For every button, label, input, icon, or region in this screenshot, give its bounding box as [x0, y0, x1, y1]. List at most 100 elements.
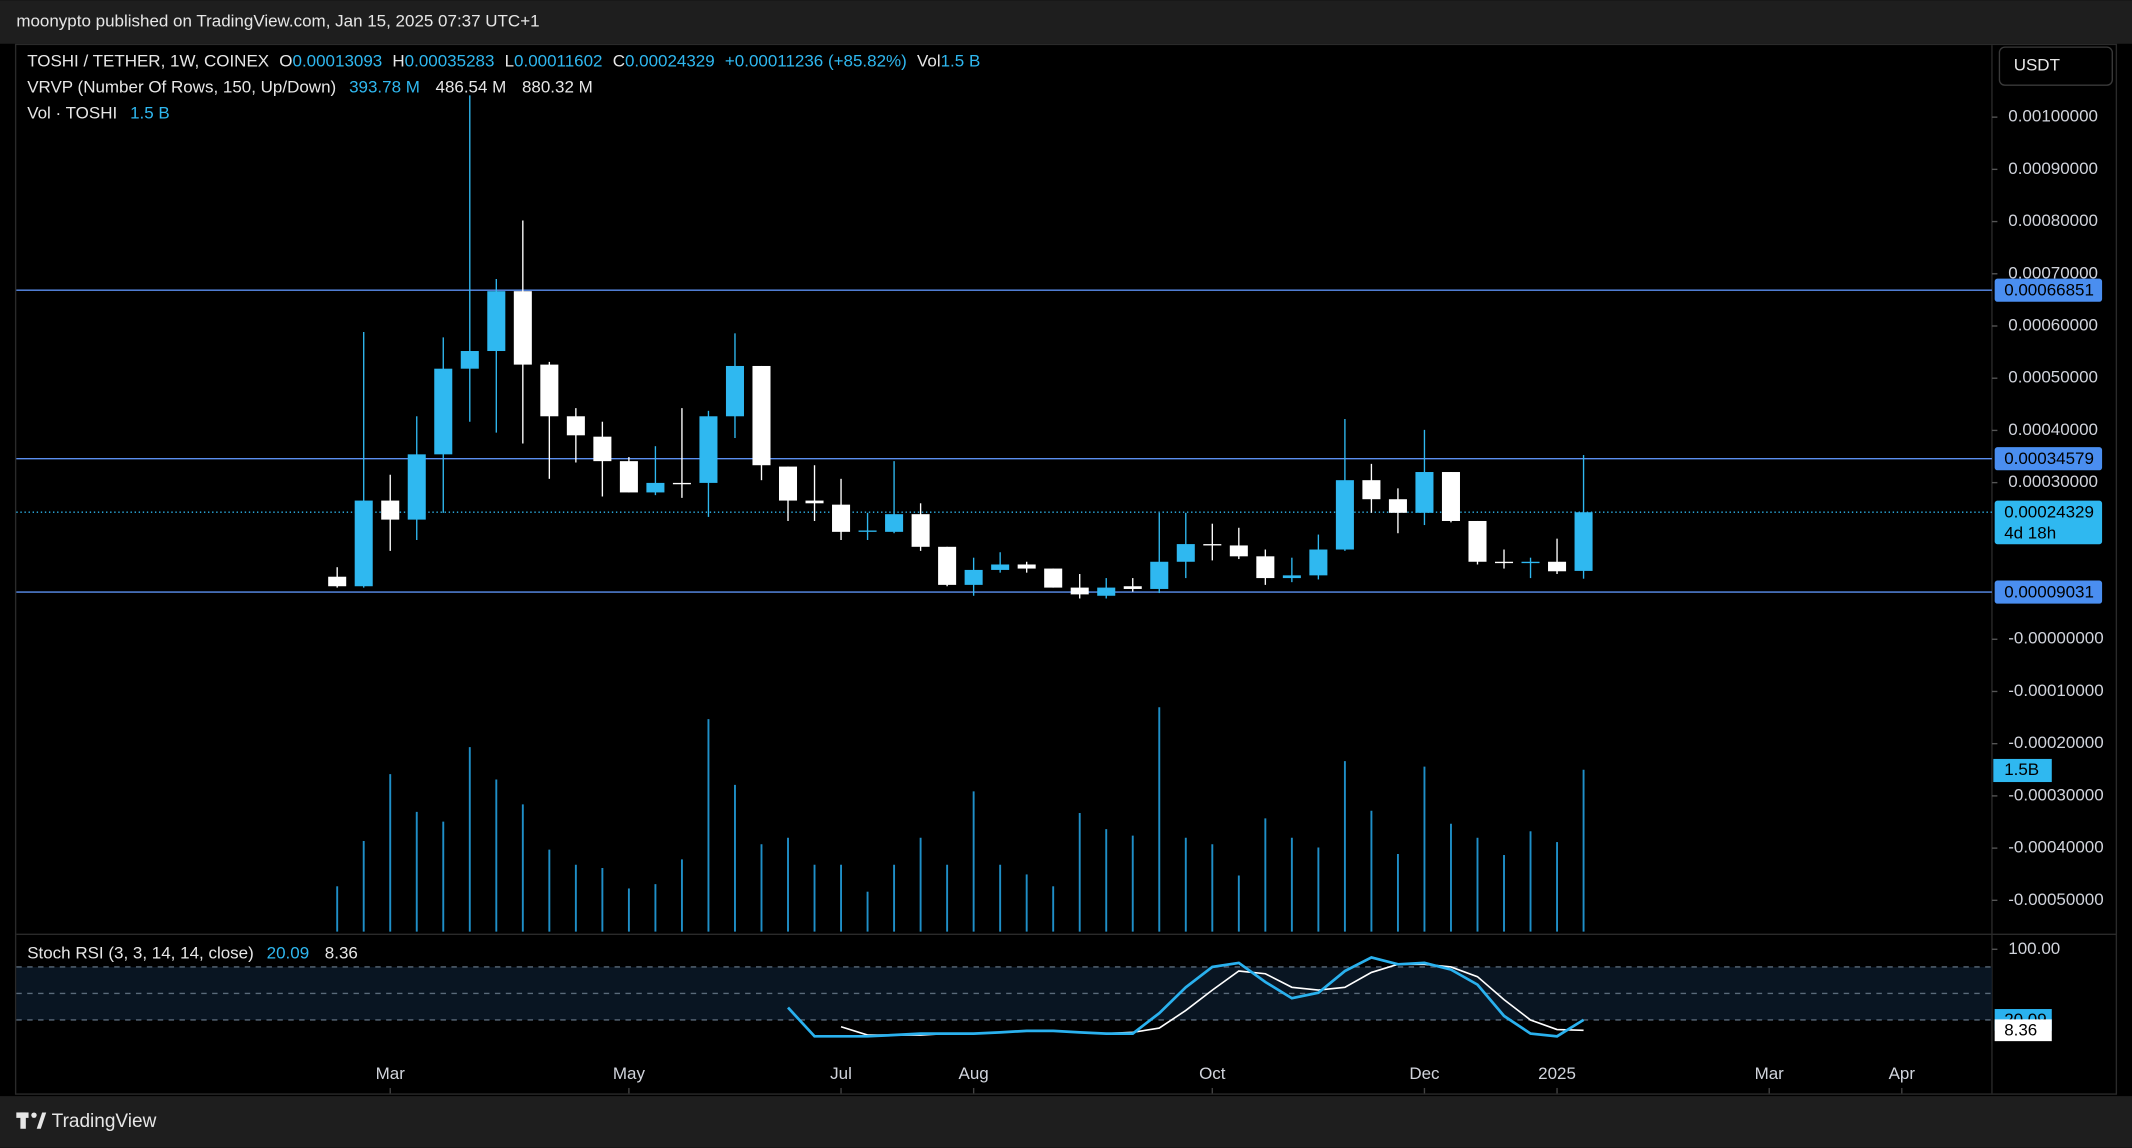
x-tick-label: 2025	[1538, 1064, 1576, 1083]
symbol: TOSHI / TETHER, 1W, COINEX	[27, 52, 269, 71]
vrvp-down: 486.54 M	[436, 78, 507, 97]
legend-l: L	[505, 52, 514, 71]
y-tick-label: -0.00000000	[2008, 629, 2103, 648]
candle-body	[964, 569, 983, 585]
legend-c: C	[613, 52, 625, 71]
x-tick-label: Mar	[1755, 1064, 1785, 1083]
currency-label: USDT	[2014, 56, 2060, 75]
stoch-tick-label: 100.00	[2008, 939, 2060, 958]
candle-body	[566, 416, 585, 436]
price-label-box	[1994, 580, 2103, 604]
candle-body	[1282, 575, 1301, 579]
volume-legend-value: 1.5 B	[130, 104, 170, 123]
price-label-box	[1994, 500, 2103, 545]
candle-body	[1468, 520, 1487, 562]
candle-body	[1044, 568, 1063, 588]
x-tick-label: Oct	[1199, 1064, 1226, 1083]
publisher: moonypto published on TradingView.com, J…	[16, 11, 539, 30]
candle-body	[646, 482, 665, 493]
x-tick-label: Jul	[830, 1064, 852, 1083]
candle-body	[381, 500, 400, 520]
legend-line: TOSHI / TETHER, 1W, COINEX O0.00013093 H…	[27, 52, 980, 71]
y-tick-label: -0.00010000	[2008, 681, 2103, 700]
candle-body	[1309, 549, 1328, 576]
vrvp-line: VRVP (Number Of Rows, 150, Up/Down) 393.…	[27, 78, 593, 97]
candle-body	[1362, 480, 1381, 500]
candle-body	[434, 368, 453, 455]
y-tick-label: -0.00020000	[2008, 733, 2103, 752]
legend-h: H	[392, 52, 404, 71]
candle-body	[1150, 561, 1169, 589]
vrvp-up: 393.78 M	[349, 78, 420, 97]
candle-body	[1388, 499, 1407, 513]
x-tick-label: May	[613, 1064, 646, 1083]
legend-o: O	[279, 52, 292, 71]
x-tick-label: Apr	[1889, 1064, 1916, 1083]
candle-body	[1574, 512, 1593, 571]
footer-bar	[0, 1096, 2132, 1148]
vrvp-title: VRVP (Number Of Rows, 150, Up/Down)	[27, 78, 336, 97]
candle-body	[513, 291, 532, 365]
countdown: 4d 18h	[2004, 523, 2056, 542]
candle-body	[1203, 544, 1222, 546]
volume-title: Vol · TOSHI	[27, 104, 117, 123]
candle-body	[540, 364, 559, 417]
x-tick-label: Aug	[959, 1064, 989, 1083]
volume-line: Vol · TOSHI 1.5 B	[27, 104, 170, 123]
legend-change: +0.00011236 (+85.82%)	[725, 52, 907, 71]
candle-body	[1229, 545, 1248, 557]
legend-vol-value: 1.5 B	[941, 52, 981, 71]
candle-body	[805, 500, 824, 504]
candle-body	[1441, 472, 1460, 521]
candle-body	[938, 546, 957, 585]
legend-low: 0.00011602	[514, 52, 602, 71]
x-tick-label: Mar	[376, 1064, 406, 1083]
brand: TradingView	[52, 1111, 157, 1132]
y-tick-label: 0.00040000	[2008, 420, 2098, 439]
y-tick-label: 0.00080000	[2008, 211, 2098, 230]
candle-body	[699, 416, 718, 483]
stoch-d-value: 8.36	[325, 944, 358, 963]
volume-label-box	[1993, 758, 2052, 783]
stoch-title: Stoch RSI (3, 3, 14, 14, close)	[27, 944, 254, 963]
stoch-k-value: 20.09	[267, 944, 310, 963]
candle-body	[487, 291, 506, 352]
candle-body	[460, 351, 479, 369]
price-label: 0.00009031	[2004, 582, 2094, 601]
candle-body	[1176, 544, 1195, 562]
top-bar	[0, 0, 2132, 44]
price-label: 0.00024329	[2004, 502, 2094, 521]
legend-high: 0.00035283	[405, 52, 495, 71]
candle-body	[725, 365, 744, 417]
currency-button[interactable]	[1998, 46, 2113, 86]
candle-body	[1070, 587, 1089, 595]
candle-body	[752, 365, 771, 466]
candle-body	[672, 482, 691, 485]
logo	[16, 1112, 47, 1129]
candle-body	[619, 461, 638, 493]
volume-label: 1.5B	[2004, 760, 2039, 779]
price-label: 0.00066851	[2004, 280, 2094, 299]
y-tick-label: -0.00050000	[2008, 890, 2103, 909]
price-label-box	[1994, 447, 2103, 471]
candle-body	[1097, 587, 1116, 596]
y-tick-label: 0.00050000	[2008, 368, 2098, 387]
price-label-box	[1994, 278, 2103, 302]
candle-body	[1415, 472, 1434, 513]
stoch-label: 8.36	[2004, 1020, 2037, 1039]
candle-body	[354, 500, 373, 587]
candle-body	[1017, 564, 1036, 569]
logo-shape	[36, 1112, 47, 1129]
chart-frame	[14, 43, 2118, 1095]
candle-body	[832, 504, 851, 532]
legend-close: 0.00024329	[625, 52, 715, 71]
y-tick-label: -0.00040000	[2008, 838, 2103, 857]
candle-body	[1123, 586, 1142, 589]
candle-body	[1335, 480, 1354, 550]
stoch-line: Stoch RSI (3, 3, 14, 14, close) 20.09 8.…	[27, 944, 358, 963]
logo-shape	[20, 1112, 26, 1129]
candle-body	[911, 514, 930, 547]
legend-vol: Vol	[917, 52, 941, 71]
